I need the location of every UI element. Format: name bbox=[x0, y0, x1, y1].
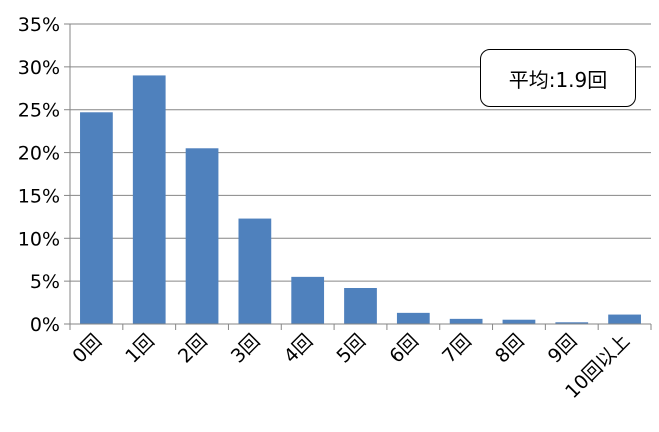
y-tick-label: 5% bbox=[30, 271, 60, 293]
x-tick-label: 6回 bbox=[385, 330, 423, 368]
x-tick-label: 0回 bbox=[68, 330, 106, 368]
bar bbox=[502, 319, 536, 324]
bar bbox=[238, 218, 272, 324]
y-tick-label: 10% bbox=[18, 228, 60, 250]
bar bbox=[608, 314, 641, 324]
y-tick-label: 0% bbox=[30, 314, 60, 336]
average-annotation-text: 平均:1.9回 bbox=[508, 67, 608, 92]
y-tick-label: 15% bbox=[18, 185, 60, 207]
y-tick-label: 25% bbox=[18, 100, 60, 122]
y-tick-label: 30% bbox=[18, 57, 60, 79]
x-tick-label: 1回 bbox=[121, 330, 159, 368]
y-tick-labels: 0% 5% 10% 15% 20% 25% 30% 35% bbox=[18, 14, 60, 336]
x-tick-label: 9回 bbox=[544, 330, 582, 368]
bar bbox=[344, 288, 377, 324]
bar bbox=[291, 276, 325, 324]
bar bbox=[555, 322, 589, 324]
bar bbox=[185, 148, 219, 324]
x-tick-label: 3回 bbox=[227, 330, 265, 368]
bar bbox=[132, 75, 166, 324]
x-tick-label: 5回 bbox=[332, 330, 370, 368]
x-tick-label: 4回 bbox=[280, 330, 318, 368]
axes bbox=[64, 23, 652, 330]
y-tick-label: 35% bbox=[18, 14, 60, 36]
y-tick-label: 20% bbox=[18, 143, 60, 165]
x-tick-label: 2回 bbox=[174, 330, 212, 368]
bar bbox=[449, 318, 483, 324]
bar bbox=[80, 112, 113, 325]
gridlines bbox=[70, 23, 651, 282]
x-tick-label: 8回 bbox=[491, 330, 529, 368]
average-annotation: 平均:1.9回 bbox=[480, 49, 636, 107]
bars bbox=[80, 75, 641, 325]
x-tick-label: 7回 bbox=[438, 330, 476, 368]
bar bbox=[396, 312, 430, 324]
